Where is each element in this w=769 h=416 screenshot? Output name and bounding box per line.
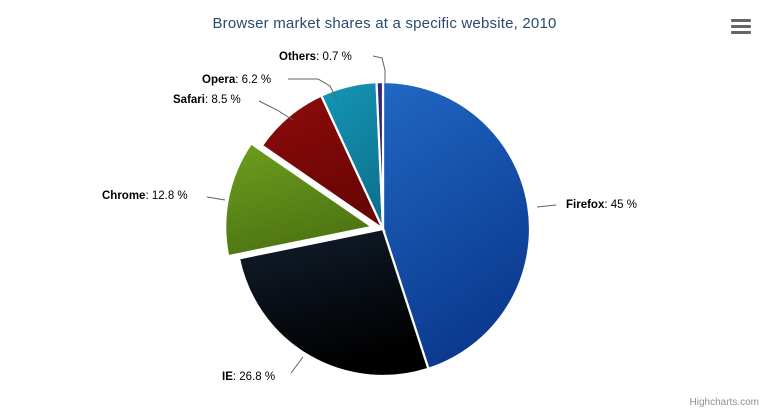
pie-label-chrome: Chrome: 12.8 % (102, 190, 188, 203)
hamburger-menu-icon[interactable] (729, 17, 753, 37)
pie-label-name: IE (222, 371, 233, 383)
connector-others (372, 55, 386, 83)
pie-label-name: Chrome (102, 190, 146, 202)
hamburger-bar-top (731, 19, 751, 22)
connector-firefox (536, 204, 557, 208)
pie-slice-firefox[interactable] (381, 80, 532, 371)
pie-label-value: : 12.8 % (145, 190, 188, 202)
hamburger-bar-middle (731, 25, 751, 28)
pie-label-safari: Safari: 8.5 % (173, 94, 241, 107)
pie-label-value: : 26.8 % (232, 371, 276, 383)
pie-label-name: Firefox (566, 199, 605, 211)
pie-label-opera: Opera: 6.2 % (202, 74, 271, 87)
pie-label-value: : 6.2 % (235, 74, 272, 86)
connector-opera (288, 78, 338, 101)
pie-label-value: : 8.5 % (204, 94, 241, 106)
pie-slice-others[interactable] (375, 80, 385, 230)
pie-label-others: Others: 0.7 % (279, 51, 352, 64)
pie-label-firefox: Firefox: 45 % (566, 199, 637, 212)
hamburger-bar-bottom (731, 31, 751, 34)
connector-ie (290, 356, 304, 374)
pie-label-name: Others (279, 51, 317, 63)
pie-label-name: Opera (202, 74, 236, 86)
pie-slice-chrome[interactable] (224, 141, 375, 258)
pie-label-value: : 0.7 % (316, 51, 352, 63)
pie-label-name: Safari (173, 94, 205, 106)
connector-chrome (206, 196, 226, 201)
pie-label-value: : 45 % (604, 199, 637, 211)
connector-safari (258, 100, 294, 121)
chart-title: Browser market shares at a specific webs… (212, 15, 557, 32)
pie-slice-ie[interactable] (237, 227, 430, 378)
credits-label: Highcharts.com (689, 397, 759, 408)
pie-label-ie: IE: 26.8 % (222, 371, 275, 384)
